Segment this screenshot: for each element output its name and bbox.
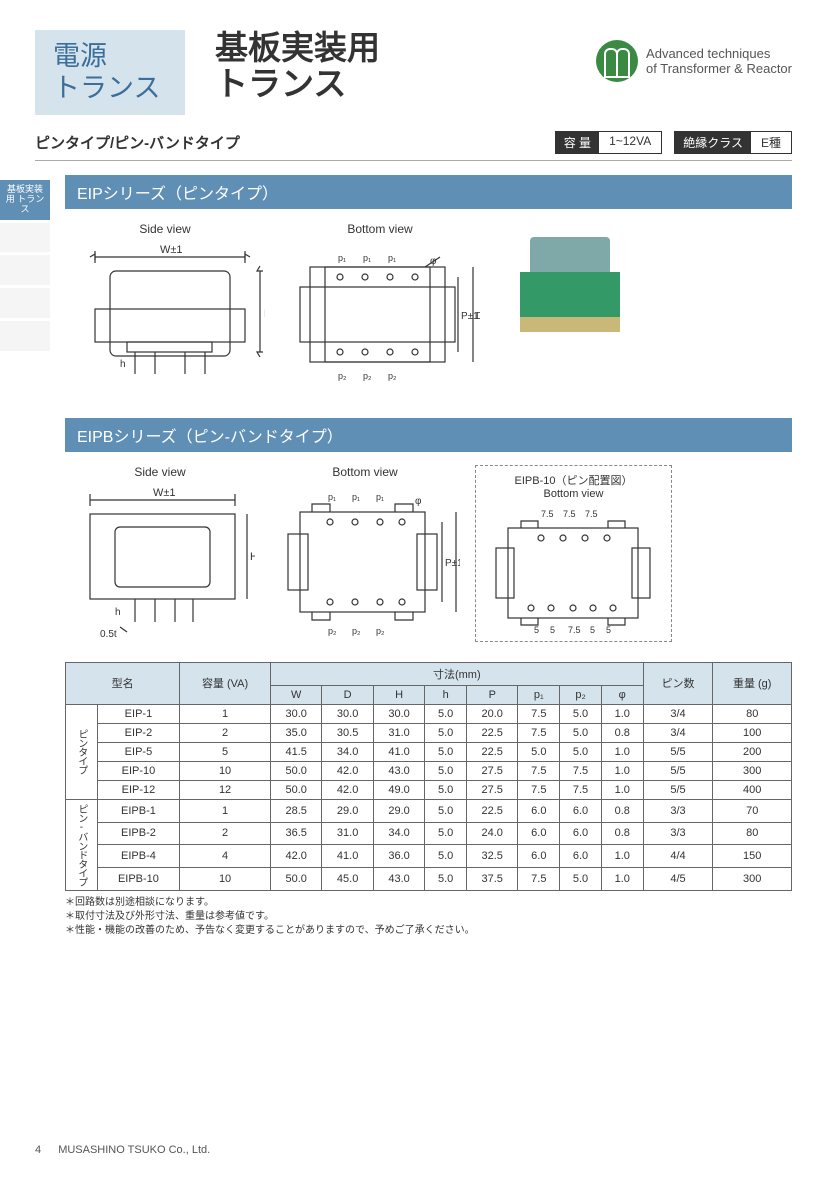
svg-text:p₁: p₁ bbox=[338, 253, 346, 263]
category-line2: トランス bbox=[53, 72, 167, 104]
svg-text:5: 5 bbox=[534, 625, 539, 633]
svg-text:0.5t: 0.5t bbox=[100, 629, 117, 640]
th-model: 型名 bbox=[66, 662, 180, 704]
title-line2: トランス bbox=[215, 66, 566, 102]
category-box: 電源 トランス bbox=[35, 30, 185, 115]
svg-text:h: h bbox=[120, 359, 126, 370]
table-row: EIP-101050.042.043.05.027.57.57.51.05/53… bbox=[66, 761, 792, 780]
spec-table: 型名 容量 (VA) 寸法(mm) ピン数 重量 (g) W D H h P p… bbox=[65, 662, 792, 891]
table-row: EIPB-101050.045.043.05.037.57.55.01.04/5… bbox=[66, 868, 792, 891]
insulation-pill: 絶縁クラス E種 bbox=[674, 131, 792, 154]
footer: 4 MUSASHINO TSUKO Co., Ltd. bbox=[35, 1144, 210, 1156]
group-label-pinband: ピン-バンドタイプ bbox=[66, 799, 98, 890]
logo-text: Advanced techniques of Transformer & Rea… bbox=[646, 46, 792, 76]
table-row: EIP-121250.042.049.05.027.57.57.51.05/54… bbox=[66, 780, 792, 799]
section1-diagrams: Side view W±1 H±1 h bbox=[65, 217, 792, 404]
page-number: 4 bbox=[35, 1144, 41, 1156]
svg-text:h: h bbox=[115, 607, 121, 618]
logo-area: Advanced techniques of Transformer & Rea… bbox=[596, 30, 792, 82]
group-label-pin: ピンタイプ bbox=[66, 704, 98, 799]
eipb-side-view: Side view W±1 H±1 h 0.5t bbox=[65, 465, 255, 642]
svg-text:P±1: P±1 bbox=[445, 558, 460, 569]
capacity-pill: 容 量 1~12VA bbox=[555, 131, 663, 154]
section1-title: EIPシリーズ（ピンタイプ） bbox=[65, 175, 792, 209]
th-weight: 重量 (g) bbox=[713, 662, 792, 704]
svg-text:p₂: p₂ bbox=[352, 626, 361, 636]
svg-text:D±1: D±1 bbox=[476, 311, 480, 322]
table-row: EIP-5541.534.041.05.022.55.05.01.05/5200 bbox=[66, 742, 792, 761]
svg-text:7.5: 7.5 bbox=[585, 509, 598, 519]
subheader: ピンタイプ/ピン-バンドタイプ 容 量 1~12VA 絶縁クラス E種 bbox=[0, 125, 827, 160]
notes: ＊回路数は別途相談になります。 ＊取付寸法及び外形寸法、重量は参考値です。 ＊性… bbox=[65, 896, 792, 938]
svg-text:φ: φ bbox=[415, 496, 422, 507]
svg-text:5: 5 bbox=[590, 625, 595, 633]
table-row: EIPB-4442.041.036.05.032.56.06.01.04/415… bbox=[66, 845, 792, 868]
eip-product-photo bbox=[495, 222, 645, 352]
svg-text:5: 5 bbox=[550, 625, 555, 633]
svg-text:p₂: p₂ bbox=[363, 371, 372, 381]
eip-side-svg: W±1 H±1 h bbox=[65, 239, 265, 394]
th-dimensions: 寸法(mm) bbox=[270, 662, 643, 685]
eipb-bottom-view: Bottom view p₁ p₁ p₁ φ p₂ p₂ p₂ bbox=[270, 465, 460, 642]
svg-text:7.5: 7.5 bbox=[541, 509, 554, 519]
svg-text:p₁: p₁ bbox=[388, 253, 396, 263]
svg-text:D±1: D±1 bbox=[459, 558, 460, 569]
sidebar-tab-active: 基板実装用 トランス bbox=[0, 180, 50, 220]
svg-text:7.5: 7.5 bbox=[563, 509, 576, 519]
svg-text:H±1: H±1 bbox=[250, 551, 255, 563]
svg-text:W±1: W±1 bbox=[160, 244, 183, 256]
company-name: MUSASHINO TSUKO Co., Ltd. bbox=[58, 1144, 210, 1156]
table-row: EIP-2235.030.531.05.022.57.55.00.83/4100 bbox=[66, 723, 792, 742]
eip-side-view: Side view W±1 H±1 h bbox=[65, 222, 265, 394]
table-row: ピン-バンドタイプEIPB-1128.529.029.05.022.56.06.… bbox=[66, 799, 792, 822]
svg-text:p₁: p₁ bbox=[352, 492, 360, 502]
category-line1: 電源 bbox=[53, 40, 167, 72]
title-line1: 基板実装用 bbox=[215, 30, 566, 66]
eipb-bottom-svg: p₁ p₁ p₁ φ p₂ p₂ p₂ P±1 D±1 bbox=[270, 482, 460, 642]
svg-text:p₂: p₂ bbox=[376, 626, 385, 636]
eip-bottom-view: Bottom view p₁ p₁ p₁ φ p₂ p₂ p₂ bbox=[280, 222, 480, 394]
eipb10-pin-layout: EIPB-10（ピン配置図） Bottom view 7.5 7.5 7.5 5… bbox=[475, 465, 672, 642]
svg-text:p₁: p₁ bbox=[376, 492, 384, 502]
sidebar: 基板実装用 トランス bbox=[0, 180, 50, 354]
section2-diagrams: Side view W±1 H±1 h 0.5t bbox=[65, 460, 792, 652]
section2-title: EIPBシリーズ（ピン-バンドタイプ） bbox=[65, 418, 792, 452]
logo-icon bbox=[596, 40, 638, 82]
svg-text:p₂: p₂ bbox=[388, 371, 397, 381]
svg-text:p₁: p₁ bbox=[328, 492, 336, 502]
svg-text:p₂: p₂ bbox=[338, 371, 347, 381]
svg-text:H±1: H±1 bbox=[264, 308, 265, 320]
subtitle: ピンタイプ/ピン-バンドタイプ bbox=[35, 132, 240, 153]
svg-text:p₁: p₁ bbox=[363, 253, 371, 263]
page-header: 電源 トランス 基板実装用 トランス Advanced techniques o… bbox=[0, 0, 827, 125]
th-capacity: 容量 (VA) bbox=[180, 662, 271, 704]
th-pins: ピン数 bbox=[643, 662, 713, 704]
eip-bottom-svg: p₁ p₁ p₁ φ p₂ p₂ p₂ P±1 D±1 bbox=[280, 239, 480, 394]
svg-text:7.5: 7.5 bbox=[568, 625, 581, 633]
svg-text:p₂: p₂ bbox=[328, 626, 337, 636]
title-box: 基板実装用 トランス bbox=[185, 30, 596, 103]
eipb-side-svg: W±1 H±1 h 0.5t bbox=[65, 482, 255, 642]
svg-text:5: 5 bbox=[606, 625, 611, 633]
table-row: ピンタイプEIP-1130.030.030.05.020.07.55.01.03… bbox=[66, 704, 792, 723]
table-row: EIPB-2236.531.034.05.024.06.06.00.83/380 bbox=[66, 822, 792, 845]
eipb10-pin-svg: 7.5 7.5 7.5 5 5 7.5 5 5 bbox=[486, 503, 661, 633]
svg-text:W±1: W±1 bbox=[153, 487, 176, 499]
